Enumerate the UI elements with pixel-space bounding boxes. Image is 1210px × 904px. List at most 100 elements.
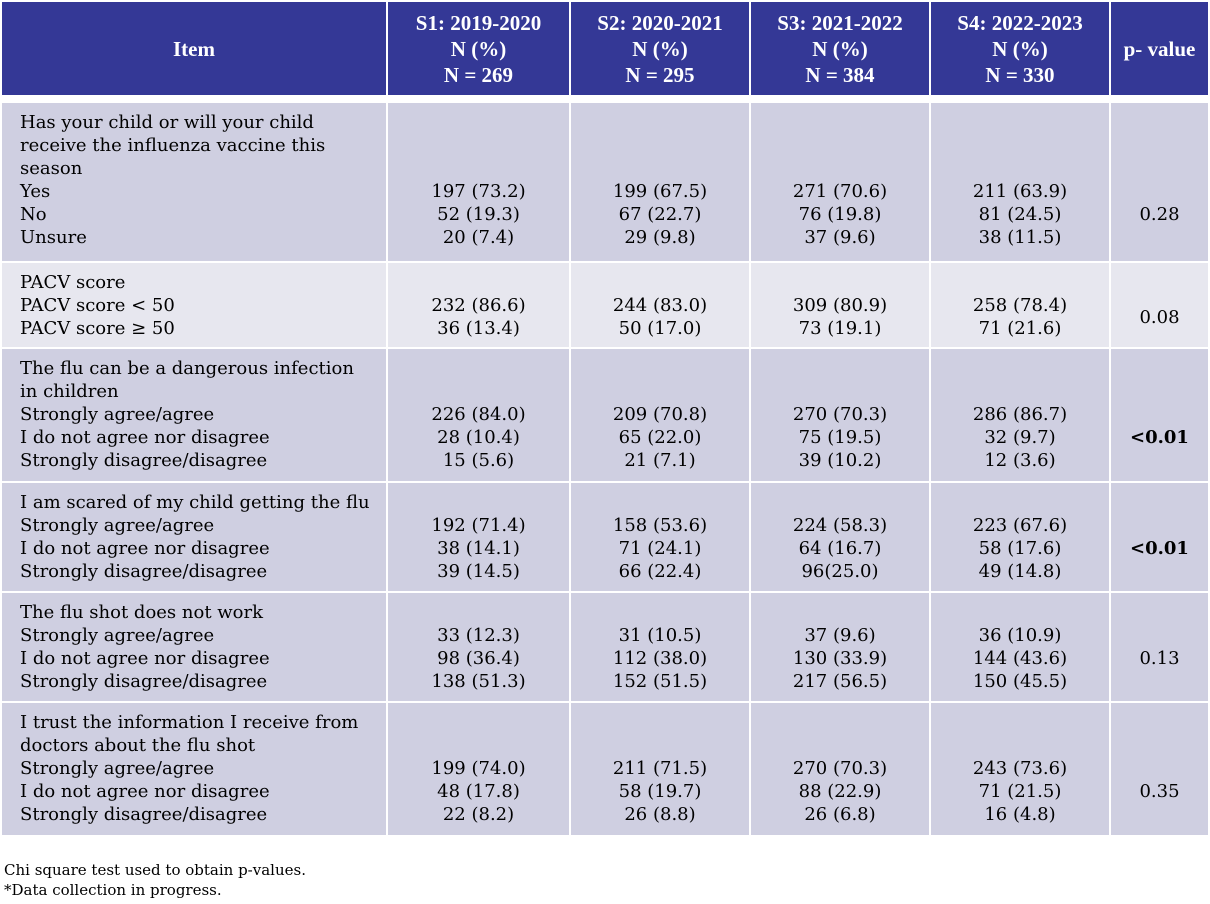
count-value: 270 (70.3) — [792, 758, 888, 779]
p-value-cell: 0.13 — [1109, 591, 1210, 703]
results-table: Item S1: 2019-2020 N (%) N = 269 S2: 2020-… — [0, 0, 1210, 837]
s3-cell: 271 (70.6) 76 (19.8) 37 (9.6) — [749, 101, 931, 263]
count-value: 192 (71.4) — [431, 515, 526, 536]
item-cell: I am scared of my child getting the flu S… — [0, 481, 388, 593]
option-label: Strongly agree/agree — [20, 404, 215, 425]
count-value: 76 (19.8) — [798, 204, 882, 225]
s4-cell: 258 (78.4) 71 (21.6) — [929, 261, 1111, 349]
header-s4: S4: 2022-2023 N (%) N = 330 — [929, 0, 1111, 97]
s4-cell: 211 (63.9) 81 (24.5) 38 (11.5) — [929, 101, 1111, 263]
count-value: 270 (70.3) — [792, 404, 888, 425]
footnotes: Chi square test used to obtain p-values.… — [4, 860, 306, 900]
option-label: PACV score ≥ 50 — [20, 318, 175, 339]
count-value: 36 (13.4) — [437, 318, 520, 339]
count-value: 96(25.0) — [801, 561, 879, 582]
table-row: The flu shot does not work Strongly agree… — [0, 591, 1210, 703]
question-text: The flu shot does not work — [20, 602, 264, 623]
count-value: 37 (9.6) — [804, 227, 876, 248]
item-cell: I trust the information I receive from do… — [0, 701, 388, 837]
count-value: 33 (12.3) — [437, 625, 520, 646]
count-value: 211 (71.5) — [612, 758, 708, 779]
p-value: 0.35 — [1139, 781, 1180, 802]
option-label: I do not agree nor disagree — [20, 427, 270, 448]
count-value: 258 (78.4) — [972, 295, 1068, 316]
header-p-value: p- value — [1109, 0, 1210, 97]
p-value: 0.28 — [1139, 204, 1180, 225]
footnote: Chi square test used to obtain p-values. — [4, 861, 306, 879]
option-label: Strongly disagree/disagree — [20, 561, 268, 582]
table-row: I am scared of my child getting the flu S… — [0, 481, 1210, 593]
count-value: 39 (14.5) — [437, 561, 520, 582]
count-value: 32 (9.7) — [984, 427, 1056, 448]
p-value-cell: <0.01 — [1109, 481, 1210, 593]
s3-cell: 309 (80.9) 73 (19.1) — [749, 261, 931, 349]
count-value: 271 (70.6) — [792, 181, 888, 202]
count-value: 209 (70.8) — [612, 404, 708, 425]
count-value: 50 (17.0) — [618, 318, 702, 339]
count-value: 144 (43.6) — [972, 648, 1068, 669]
count-value: 31 (10.5) — [618, 625, 702, 646]
s1-cell: 199 (74.0) 48 (17.8) 22 (8.2) — [386, 701, 571, 837]
header-s3: S3: 2021-2022 N (%) N = 384 — [749, 0, 931, 97]
header-s2: S2: 2020-2021 N (%) N = 295 — [569, 0, 751, 97]
count-value: 158 (53.6) — [612, 515, 708, 536]
count-value: 39 (10.2) — [798, 450, 882, 471]
count-value: 64 (16.7) — [798, 538, 882, 559]
p-value: <0.01 — [1130, 538, 1189, 559]
p-value-cell: 0.08 — [1109, 261, 1210, 349]
count-value: 22 (8.2) — [442, 804, 515, 825]
option-label: Strongly agree/agree — [20, 515, 215, 536]
count-value: 81 (24.5) — [978, 204, 1062, 225]
p-value-cell: 0.28 — [1109, 101, 1210, 263]
count-value: 150 (45.5) — [972, 671, 1068, 692]
s2-cell: 211 (71.5) 58 (19.7) 26 (8.8) — [569, 701, 751, 837]
s3-cell: 37 (9.6) 130 (33.9) 217 (56.5) — [749, 591, 931, 703]
question-text: The flu can be a dangerous infection — [20, 358, 354, 379]
item-cell: The flu shot does not work Strongly agree… — [0, 591, 388, 703]
count-value: 66 (22.4) — [618, 561, 702, 582]
count-value: 52 (19.3) — [437, 204, 520, 225]
table-row: I trust the information I receive from do… — [0, 701, 1210, 837]
question-text: PACV score — [20, 272, 126, 293]
count-value: 224 (58.3) — [792, 515, 888, 536]
s3-cell: 270 (70.3) 88 (22.9) 26 (6.8) — [749, 701, 931, 837]
count-value: 309 (80.9) — [792, 295, 888, 316]
option-label: Unsure — [20, 227, 87, 248]
s4-cell: 36 (10.9) 144 (43.6) 150 (45.5) — [929, 591, 1111, 703]
item-cell: PACV score PACV score < 50 PACV score ≥ 50 — [0, 261, 388, 349]
option-label: Strongly agree/agree — [20, 625, 215, 646]
s3-cell: 224 (58.3) 64 (16.7) 96(25.0) — [749, 481, 931, 593]
count-value: 37 (9.6) — [804, 625, 876, 646]
count-value: 211 (63.9) — [972, 181, 1068, 202]
count-value: 243 (73.6) — [972, 758, 1068, 779]
count-value: 15 (5.6) — [442, 450, 515, 471]
s2-cell: 199 (67.5) 67 (22.7) 29 (9.8) — [569, 101, 751, 263]
count-value: 98 (36.4) — [437, 648, 520, 669]
table-row: PACV score PACV score < 50 PACV score ≥ 50… — [0, 261, 1210, 349]
count-value: 197 (73.2) — [431, 181, 526, 202]
s4-cell: 243 (73.6) 71 (21.5) 16 (4.8) — [929, 701, 1111, 837]
question-text: doctors about the flu shot — [20, 735, 256, 756]
count-value: 232 (86.6) — [431, 295, 526, 316]
s2-cell: 209 (70.8) 65 (22.0) 21 (7.1) — [569, 347, 751, 483]
option-label: Strongly disagree/disagree — [20, 671, 268, 692]
count-value: 226 (84.0) — [431, 404, 526, 425]
count-value: 36 (10.9) — [978, 625, 1062, 646]
count-value: 152 (51.5) — [612, 671, 708, 692]
option-label: Strongly disagree/disagree — [20, 450, 268, 471]
count-value: 112 (38.0) — [612, 648, 708, 669]
count-value: 73 (19.1) — [798, 318, 882, 339]
count-value: 199 (74.0) — [431, 758, 526, 779]
header-item: Item — [0, 0, 388, 97]
option-label: Strongly agree/agree — [20, 758, 215, 779]
s3-cell: 270 (70.3) 75 (19.5) 39 (10.2) — [749, 347, 931, 483]
s1-cell: 226 (84.0) 28 (10.4) 15 (5.6) — [386, 347, 571, 483]
header-row: Item S1: 2019-2020 N (%) N = 269 S2: 2020-… — [0, 0, 1210, 97]
count-value: 65 (22.0) — [618, 427, 702, 448]
count-value: 71 (21.5) — [978, 781, 1062, 802]
p-value-cell: 0.35 — [1109, 701, 1210, 837]
option-label: PACV score < 50 — [20, 295, 175, 316]
count-value: 58 (17.6) — [978, 538, 1062, 559]
option-label: I do not agree nor disagree — [20, 648, 270, 669]
item-cell: Has your child or will your child receive… — [0, 101, 388, 263]
